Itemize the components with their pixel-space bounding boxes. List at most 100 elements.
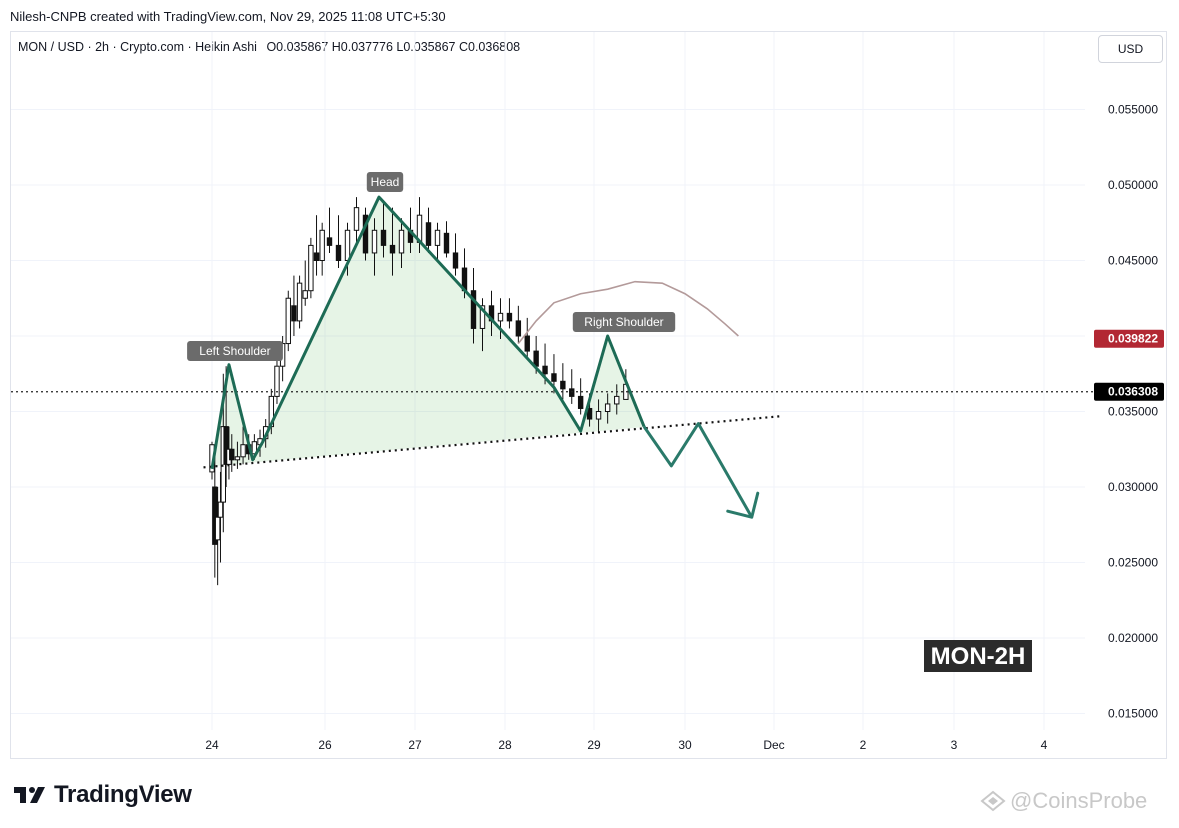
price-label: 0.036308 [1094, 382, 1164, 401]
candle-body [524, 335, 530, 352]
ohlc-values: O0.035867 H0.037776 L0.035867 C0.036808 [266, 40, 521, 54]
candle-body [389, 244, 396, 254]
candle-body [296, 282, 303, 322]
head-label-text: Head [371, 175, 400, 189]
candle [296, 275, 303, 329]
right-shoulder-label-box [572, 312, 676, 332]
candle-body [533, 350, 539, 367]
candle [212, 456, 218, 578]
candle-body [353, 207, 360, 231]
y-tick-label: 0.030000 [1108, 480, 1158, 494]
candle-body [308, 244, 314, 292]
price-label-text: 0.039822 [1108, 332, 1158, 346]
candle [319, 222, 325, 276]
tradingview-logo: TradingView [12, 781, 192, 809]
y-tick-label: 0.050000 [1108, 178, 1158, 192]
chart-credit: Nilesh-CNPB created with TradingView.com… [10, 9, 446, 24]
candle-body [604, 403, 611, 413]
x-axis: 24 26 27 28 29 30 Dec 2 3 4 [205, 738, 1047, 752]
left-shoulder-label: Left Shoulder [187, 341, 283, 361]
price-label: 0.039822 [1094, 329, 1164, 348]
candle-body [479, 305, 486, 329]
candle [604, 393, 611, 424]
candle-body [362, 214, 369, 254]
projection-arrow-head [726, 491, 760, 519]
candle-body [595, 411, 602, 420]
candle-body [274, 365, 280, 397]
symbol-info: MON / USD · 2h · Crypto.com · Heikin Ash… [18, 40, 257, 54]
title-box-text: MON-2H [931, 643, 1026, 670]
candle-body [302, 290, 308, 299]
candle [506, 298, 513, 329]
candle-body [443, 232, 450, 254]
candle-body [470, 290, 477, 329]
candle [398, 218, 405, 269]
tradingview-logo-text: TradingView [54, 781, 192, 808]
currency-button[interactable]: USD [1098, 35, 1163, 63]
projection-path [642, 422, 754, 518]
candle [515, 305, 522, 344]
candle [285, 290, 291, 352]
pattern-fill [212, 197, 645, 469]
candle [371, 218, 378, 276]
candle [479, 298, 486, 352]
candle-body [223, 426, 229, 465]
candle [614, 384, 620, 415]
y-tick-label: 0.020000 [1108, 631, 1158, 645]
candle [497, 298, 504, 340]
pattern-outline [210, 195, 646, 470]
candle-body [452, 252, 459, 269]
candle [389, 207, 396, 276]
right-shoulder-label-text: Right Shoulder [584, 315, 663, 329]
candle-body [229, 448, 235, 461]
candle [452, 233, 459, 276]
candle-body [319, 229, 325, 262]
candle-body [542, 365, 548, 375]
x-tick-label: 30 [678, 738, 692, 752]
x-tick-label: 27 [408, 738, 422, 752]
chart-frame [10, 31, 1167, 759]
candle [308, 237, 314, 299]
candle [595, 399, 602, 433]
x-tick-label: 24 [205, 738, 219, 752]
symbol-line: MON / USD · 2h · Crypto.com · Heikin Ash… [18, 40, 520, 54]
candle [217, 471, 224, 563]
x-tick-label: 29 [587, 738, 601, 752]
candle [443, 221, 450, 258]
candle-body [212, 486, 218, 545]
head-label-box [366, 172, 404, 192]
x-tick-label: Dec [763, 738, 784, 752]
candle-body [425, 222, 432, 246]
candle [302, 260, 308, 306]
candle [274, 358, 280, 404]
head-label: Head [366, 172, 404, 192]
candle [234, 441, 241, 469]
candle-body [371, 229, 378, 254]
candle [470, 268, 477, 344]
candle-body [560, 380, 566, 390]
candle [353, 197, 360, 246]
candle-body [240, 444, 246, 458]
candle-body [344, 229, 351, 262]
y-tick-label: 0.025000 [1108, 556, 1158, 570]
y-axis: 0.055000 0.050000 0.045000 0.035000 0.030000… [1094, 103, 1164, 721]
x-tick-label: 28 [498, 738, 512, 752]
price-label-box [1094, 382, 1164, 401]
candle [577, 378, 584, 415]
candle-body [506, 312, 513, 322]
candle [434, 222, 441, 261]
watermark-icon [980, 790, 1006, 812]
right-shoulder-label: Right Shoulder [572, 312, 676, 332]
pattern-labels: Left Shoulder Head Right Shoulder MON-2H [187, 172, 1032, 672]
y-tick-label: 0.055000 [1108, 103, 1158, 117]
candle-body [326, 237, 333, 246]
title-box-bg [924, 640, 1032, 672]
x-tick-label: 3 [951, 738, 958, 752]
candle [524, 317, 530, 359]
candle-body [614, 395, 620, 405]
candle [380, 200, 387, 258]
pattern-area [212, 197, 645, 469]
candle-body [551, 373, 557, 382]
y-tick-label: 0.045000 [1108, 254, 1158, 268]
